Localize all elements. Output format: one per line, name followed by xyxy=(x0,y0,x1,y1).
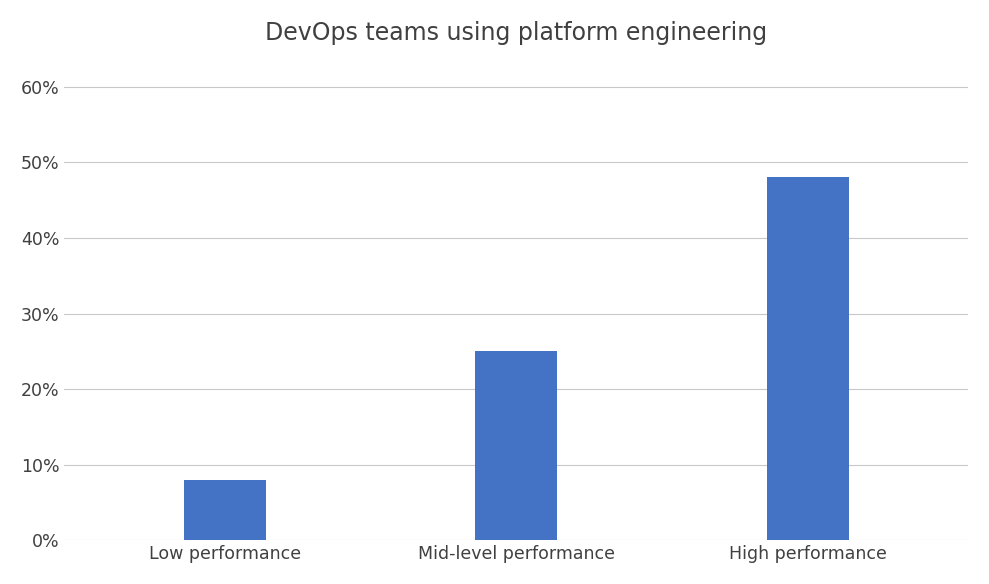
Bar xyxy=(184,480,266,540)
Title: DevOps teams using platform engineering: DevOps teams using platform engineering xyxy=(265,21,767,45)
Bar xyxy=(476,352,557,540)
Bar xyxy=(767,178,849,540)
